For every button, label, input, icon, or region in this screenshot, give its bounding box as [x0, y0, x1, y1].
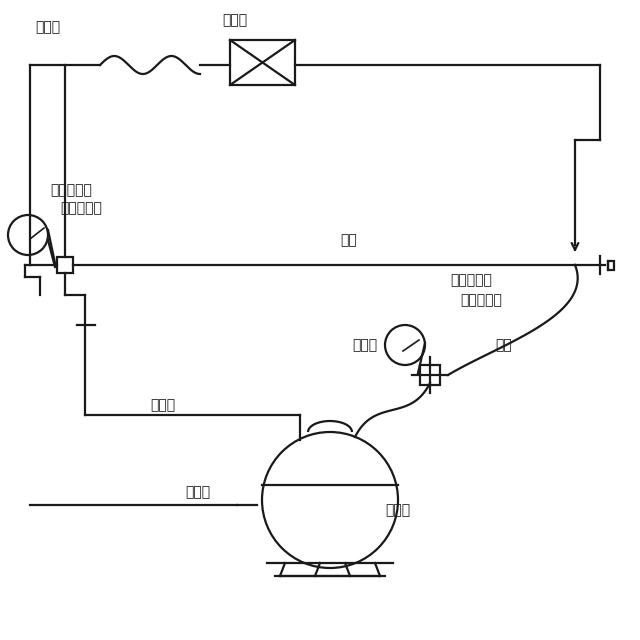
- Bar: [420, 365, 440, 385]
- Text: 软管: 软管: [495, 338, 512, 352]
- Text: 三通修理阀: 三通修理阀: [60, 201, 102, 215]
- Text: 真空压力表: 真空压力表: [50, 183, 92, 197]
- Bar: [608, 260, 614, 269]
- Text: 三通修理阀: 三通修理阀: [460, 293, 502, 307]
- Circle shape: [385, 325, 425, 365]
- Text: 工艺管: 工艺管: [352, 338, 377, 352]
- Text: 压缩机: 压缩机: [385, 503, 410, 517]
- Text: 软管: 软管: [340, 233, 356, 247]
- Text: 蒸发器: 蒸发器: [223, 13, 248, 27]
- Text: 毛细管: 毛细管: [35, 20, 60, 34]
- Bar: [230, 40, 295, 85]
- Text: 真空压力表: 真空压力表: [450, 273, 492, 287]
- Bar: [57, 257, 73, 273]
- Text: 低压管: 低压管: [150, 398, 175, 412]
- Circle shape: [262, 432, 398, 568]
- Text: 高压管: 高压管: [185, 485, 210, 499]
- Circle shape: [8, 215, 48, 255]
